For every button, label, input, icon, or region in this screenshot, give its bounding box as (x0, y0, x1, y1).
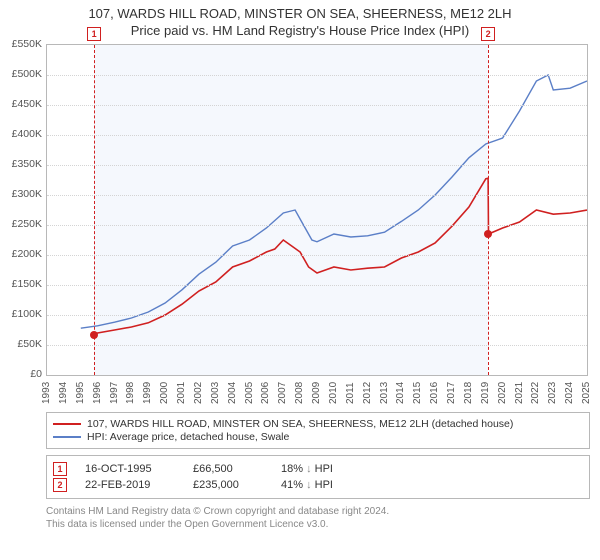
sale-date: 22-FEB-2019 (85, 479, 175, 491)
series-line-blue (81, 75, 587, 328)
x-tick-label: 2006 (260, 382, 271, 404)
gridline (47, 165, 587, 166)
sale-ref: HPI (315, 463, 333, 475)
arrow-down-icon: ↓ (306, 479, 312, 491)
x-tick-label: 2017 (446, 382, 457, 404)
x-tick-label: 2023 (547, 382, 558, 404)
gridline (47, 285, 587, 286)
x-tick-label: 1993 (41, 382, 52, 404)
sale-pct: 41% (281, 479, 303, 491)
sale-row: 2 22-FEB-2019 £235,000 41% ↓ HPI (53, 478, 583, 492)
legend-label-red: 107, WARDS HILL ROAD, MINSTER ON SEA, SH… (87, 418, 513, 430)
license-line1: Contains HM Land Registry data © Crown c… (46, 506, 389, 517)
y-tick-label: £500K (12, 68, 42, 80)
arrow-down-icon: ↓ (306, 463, 312, 475)
sale-marker-icon: 1 (53, 462, 67, 476)
legend-label-blue: HPI: Average price, detached house, Swal… (87, 431, 289, 443)
x-tick-label: 2009 (311, 382, 322, 404)
x-tick-label: 2010 (328, 382, 339, 404)
gridline (47, 225, 587, 226)
sale-point (484, 230, 492, 238)
series-line-red (94, 178, 587, 335)
x-tick-label: 2024 (564, 382, 575, 404)
sale-row: 1 16-OCT-1995 £66,500 18% ↓ HPI (53, 462, 583, 476)
legend: 107, WARDS HILL ROAD, MINSTER ON SEA, SH… (46, 412, 590, 449)
sale-marker-icon: 1 (87, 27, 101, 41)
sale-date: 16-OCT-1995 (85, 463, 175, 475)
legend-item-blue: HPI: Average price, detached house, Swal… (53, 431, 583, 443)
x-tick-label: 2020 (497, 382, 508, 404)
chart-area: £0£50K£100K£150K£200K£250K£300K£350K£400… (46, 44, 588, 406)
chart-lines (47, 45, 587, 375)
gridline (47, 105, 587, 106)
x-tick-label: 2015 (412, 382, 423, 404)
x-tick-label: 2005 (244, 382, 255, 404)
gridline (47, 345, 587, 346)
sale-vline (488, 45, 489, 375)
x-tick-label: 2003 (210, 382, 221, 404)
sale-marker-icon: 2 (481, 27, 495, 41)
gridline (47, 135, 587, 136)
x-tick-label: 2021 (514, 382, 525, 404)
x-tick-label: 2014 (395, 382, 406, 404)
x-tick-label: 2025 (581, 382, 592, 404)
x-tick-label: 2013 (379, 382, 390, 404)
y-tick-label: £200K (12, 248, 42, 260)
legend-item-red: 107, WARDS HILL ROAD, MINSTER ON SEA, SH… (53, 418, 583, 430)
x-tick-label: 2000 (159, 382, 170, 404)
license-text: Contains HM Land Registry data © Crown c… (46, 505, 590, 531)
x-tick-label: 2011 (345, 382, 356, 404)
gridline (47, 195, 587, 196)
gridline (47, 75, 587, 76)
x-tick-label: 2004 (227, 382, 238, 404)
y-tick-label: £50K (17, 338, 42, 350)
y-tick-label: £150K (12, 278, 42, 290)
y-tick-label: £350K (12, 158, 42, 170)
y-tick-label: £0 (30, 368, 42, 380)
x-tick-label: 1995 (75, 382, 86, 404)
x-tick-label: 2022 (530, 382, 541, 404)
x-tick-label: 1999 (142, 382, 153, 404)
y-tick-label: £100K (12, 308, 42, 320)
sale-price: £235,000 (193, 479, 263, 491)
x-tick-label: 1997 (109, 382, 120, 404)
sale-marker-icon: 2 (53, 478, 67, 492)
x-tick-label: 1994 (58, 382, 69, 404)
x-tick-label: 1996 (92, 382, 103, 404)
sales-table: 1 16-OCT-1995 £66,500 18% ↓ HPI 2 22-FEB… (46, 455, 590, 499)
legend-swatch-blue (53, 436, 81, 438)
chart-title-line1: 107, WARDS HILL ROAD, MINSTER ON SEA, SH… (0, 6, 600, 21)
y-tick-label: £550K (12, 38, 42, 50)
x-tick-label: 2007 (277, 382, 288, 404)
plot-region: 12 (46, 44, 588, 376)
x-tick-label: 2001 (176, 382, 187, 404)
x-tick-label: 2018 (463, 382, 474, 404)
legend-swatch-red (53, 423, 81, 425)
sale-point (90, 331, 98, 339)
y-tick-label: £400K (12, 128, 42, 140)
sale-pct: 18% (281, 463, 303, 475)
y-tick-label: £300K (12, 188, 42, 200)
y-tick-label: £250K (12, 218, 42, 230)
x-axis: 1993199419951996199719981999200020012002… (46, 378, 588, 406)
x-tick-label: 2019 (480, 382, 491, 404)
gridline (47, 255, 587, 256)
x-tick-label: 2012 (362, 382, 373, 404)
y-axis: £0£50K£100K£150K£200K£250K£300K£350K£400… (0, 44, 44, 376)
sale-vline (94, 45, 95, 375)
x-tick-label: 2008 (294, 382, 305, 404)
x-tick-label: 2002 (193, 382, 204, 404)
sale-ref: HPI (315, 479, 333, 491)
sale-price: £66,500 (193, 463, 263, 475)
y-tick-label: £450K (12, 98, 42, 110)
x-tick-label: 1998 (125, 382, 136, 404)
gridline (47, 315, 587, 316)
x-tick-label: 2016 (429, 382, 440, 404)
license-line2: This data is licensed under the Open Gov… (46, 519, 328, 530)
